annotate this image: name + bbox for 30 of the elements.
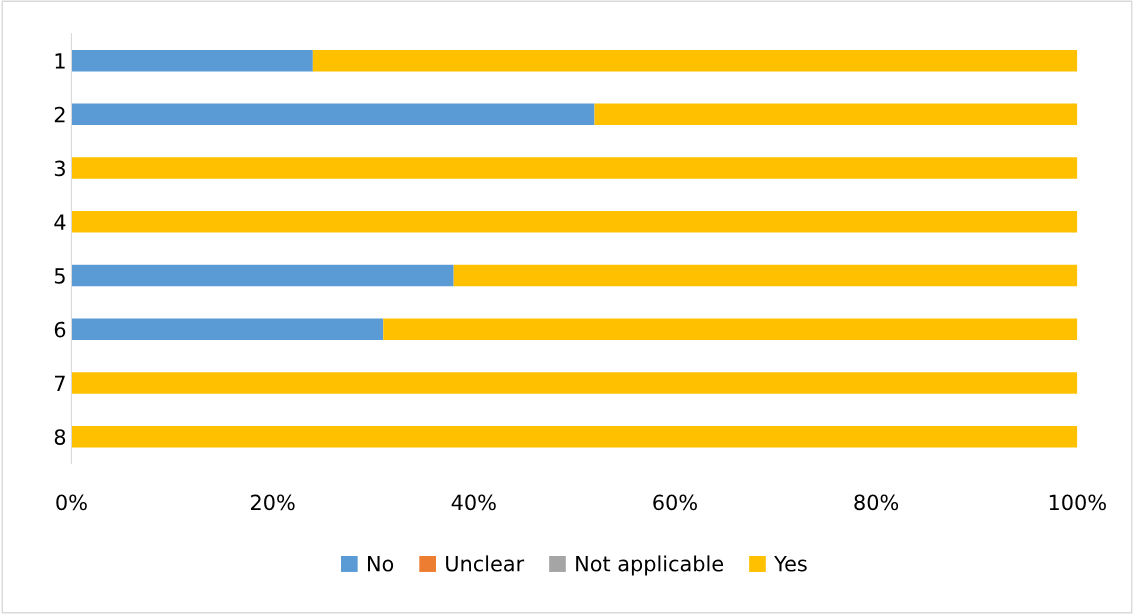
bar: [71, 157, 1078, 179]
x-tick-label: 40%: [451, 494, 496, 511]
x-tick-label: 100%: [1049, 494, 1106, 511]
x-tick-label: 80%: [854, 494, 899, 511]
bar: [453, 264, 1078, 287]
legend-label: Yes: [774, 556, 807, 572]
y-tick-label: 3: [54, 160, 65, 177]
bar: [71, 49, 313, 72]
bar: [594, 103, 1078, 126]
y-tick-label: 4: [54, 214, 66, 230]
y-tick-label: 2: [54, 106, 65, 123]
legend-label: No: [368, 556, 394, 572]
bar: [71, 425, 1078, 448]
bar: [71, 264, 454, 287]
legend-label: Not applicable: [576, 555, 724, 576]
y-tick-label: 5: [54, 268, 65, 284]
bar: [71, 211, 1078, 233]
bar: [383, 318, 1078, 340]
x-tick-label: 20%: [250, 494, 295, 511]
y-tick-label: 6: [54, 321, 66, 338]
bar: [71, 103, 595, 126]
y-tick-label: 7: [55, 375, 65, 391]
legend-label: Unclear: [446, 555, 525, 572]
x-tick-label: 60%: [653, 494, 697, 511]
bar: [71, 372, 1078, 394]
y-tick-label: 1: [55, 53, 65, 69]
bar: [71, 318, 384, 340]
y-tick-label: 8: [54, 429, 66, 445]
bar: [312, 49, 1078, 72]
x-tick-label: 0%: [56, 494, 87, 511]
